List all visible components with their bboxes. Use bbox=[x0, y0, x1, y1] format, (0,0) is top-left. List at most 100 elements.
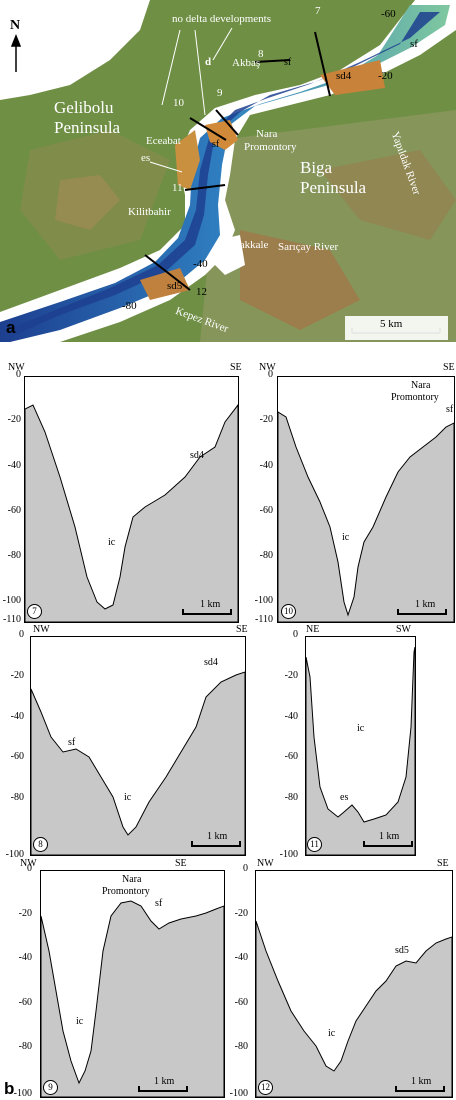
profile-7: NW SE 0 -20 -40 -60 -80 -100 -110 ic sd4… bbox=[0, 362, 242, 625]
no-delta-label: no delta developments bbox=[172, 13, 271, 25]
es-label: es bbox=[141, 152, 151, 164]
profile-11-num: 11 bbox=[307, 837, 322, 852]
profile-12-tick: -60 bbox=[234, 997, 248, 1008]
profile-10-tick: -20 bbox=[259, 414, 273, 425]
profile-9-nara: Nara bbox=[122, 874, 142, 885]
profile-8-num: 8 bbox=[33, 837, 48, 852]
contour-80: -80 bbox=[122, 300, 137, 312]
profile-7-left: NW bbox=[8, 362, 25, 373]
profile-11: NE SW 0 -20 -40 -60 -80 -100 ic es 1 km … bbox=[270, 624, 420, 860]
profile-11-tick: -100 bbox=[279, 849, 298, 860]
profile-7-tick: -100 bbox=[2, 595, 21, 606]
profile-10-left: NW bbox=[259, 362, 276, 373]
profile-num-11: 11 bbox=[172, 182, 183, 194]
eceabat-delta bbox=[175, 130, 200, 190]
biga-label: Biga bbox=[300, 158, 333, 177]
profile-num-10: 10 bbox=[173, 97, 184, 109]
profile-10-scale: 1 km bbox=[415, 599, 436, 610]
profile-10-tick: -80 bbox=[259, 550, 273, 561]
profile-10-ic: ic bbox=[342, 532, 350, 543]
profile-12-tick: 0 bbox=[243, 863, 248, 874]
profile-11-tick: 0 bbox=[293, 629, 298, 640]
profile-12-tick: -80 bbox=[234, 1041, 248, 1052]
d-label: d bbox=[205, 56, 212, 68]
profile-7-tick: 0 bbox=[16, 369, 21, 380]
profile-12: NW SE 0 -20 -40 -60 -80 -100 ic sd5 1 km… bbox=[225, 858, 456, 1100]
profile-11-tick: -60 bbox=[284, 751, 298, 762]
profile-7-ic: ic bbox=[108, 537, 116, 548]
profile-7-tick: -20 bbox=[7, 414, 21, 425]
profile-11-scalebar bbox=[363, 841, 413, 847]
profile-12-tick: -100 bbox=[229, 1088, 248, 1099]
profile-10-tick: -110 bbox=[255, 614, 273, 625]
profile-9-tick: -100 bbox=[13, 1088, 32, 1099]
sf-label-1: sf bbox=[410, 38, 418, 50]
gulf-water bbox=[0, 0, 150, 100]
map-relief bbox=[0, 0, 456, 342]
profile-8-scale: 1 km bbox=[207, 831, 228, 842]
profile-8-tick: 0 bbox=[19, 629, 24, 640]
profile-9-ic: ic bbox=[76, 1016, 84, 1027]
profile-12-scale: 1 km bbox=[411, 1076, 432, 1087]
profile-8: NW SE 0 -20 -40 -60 -80 -100 ic sf sd4 1… bbox=[0, 624, 250, 860]
promontory-label: Promontory bbox=[244, 141, 297, 153]
sd4-label: sd4 bbox=[336, 70, 352, 82]
profile-7-graph bbox=[25, 404, 238, 622]
profile-num-7: 7 bbox=[315, 5, 321, 17]
profile-7-scale: 1 km bbox=[200, 599, 221, 610]
profile-9-scale: 1 km bbox=[154, 1076, 175, 1087]
profile-8-sf: sf bbox=[68, 737, 76, 748]
profile-9-tick: -20 bbox=[18, 908, 32, 919]
profile-9-frame bbox=[40, 870, 225, 1098]
profile-11-tick: -80 bbox=[284, 792, 298, 803]
eceabat-label: Eceabat bbox=[146, 135, 181, 147]
panel-a-letter: a bbox=[6, 318, 16, 337]
profile-8-tick: -100 bbox=[5, 849, 24, 860]
profile-12-right: SE bbox=[437, 858, 449, 869]
profile-9-right: SE bbox=[175, 858, 187, 869]
profile-11-frame bbox=[305, 636, 416, 856]
sf-label-3: sf bbox=[212, 139, 220, 150]
profile-10-tick: -60 bbox=[259, 505, 273, 516]
profile-9-num: 9 bbox=[43, 1080, 58, 1095]
profile-7-num: 7 bbox=[27, 604, 42, 619]
profile-10-frame bbox=[277, 376, 455, 623]
scale-label: 5 km bbox=[380, 318, 403, 330]
profile-9-scalebar bbox=[138, 1086, 188, 1092]
profile-11-tick: -20 bbox=[284, 670, 298, 681]
profile-line-8 bbox=[254, 59, 291, 63]
profile-line-11 bbox=[184, 184, 226, 191]
profile-11-tick: -40 bbox=[284, 711, 298, 722]
gelibolu-peninsula-label: Peninsula bbox=[54, 118, 121, 137]
profile-7-tick: -60 bbox=[7, 505, 21, 516]
profile-8-right: SE bbox=[236, 624, 248, 635]
profile-7-scalebar bbox=[182, 609, 232, 615]
profile-7-tick: -80 bbox=[7, 550, 21, 561]
profile-10-promontory: Promontory bbox=[391, 392, 439, 403]
profile-8-ic: ic bbox=[124, 792, 132, 803]
profile-9: NW SE 0 -20 -40 -60 -80 -100 ic Nara Pro… bbox=[0, 858, 225, 1100]
profile-12-ic: ic bbox=[328, 1028, 336, 1039]
saricay-label: Sarıçay River bbox=[278, 241, 339, 253]
profile-line-9 bbox=[215, 109, 239, 136]
akbas-label: Akbaş bbox=[232, 57, 261, 69]
profile-8-graph bbox=[31, 671, 245, 855]
profile-7-tick: -40 bbox=[7, 460, 21, 471]
profile-12-tick: -20 bbox=[234, 908, 248, 919]
profile-num-8: 8 bbox=[258, 48, 264, 60]
profile-10-num: 10 bbox=[281, 604, 296, 619]
profile-12-scalebar bbox=[395, 1086, 445, 1092]
north-label: N bbox=[10, 18, 21, 33]
profile-12-num: 12 bbox=[258, 1080, 273, 1095]
profile-8-tick: -40 bbox=[10, 711, 24, 722]
profile-11-left: NE bbox=[306, 624, 320, 635]
profile-9-left: NW bbox=[20, 858, 37, 869]
profile-10-graph bbox=[278, 411, 454, 622]
contour-40: -40 bbox=[193, 258, 208, 270]
profile-10-nara: Nara bbox=[411, 380, 431, 391]
profile-8-tick: -60 bbox=[10, 751, 24, 762]
profile-8-tick: -80 bbox=[10, 792, 24, 803]
profile-8-left: NW bbox=[33, 624, 50, 635]
canakkale-label: Çanakkale bbox=[222, 239, 269, 251]
profile-11-scale: 1 km bbox=[379, 831, 400, 842]
